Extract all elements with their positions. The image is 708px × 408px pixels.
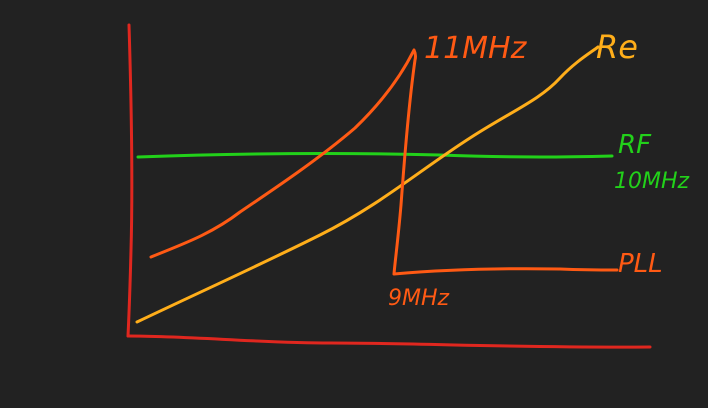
label-10mhz: 10MHz <box>614 169 690 194</box>
label-rf: RF <box>618 130 652 160</box>
label-9mhz: 9MHz <box>388 286 450 311</box>
label-pll: PLL <box>618 249 663 279</box>
label-re: Re <box>596 28 638 66</box>
re-curve <box>135 45 600 324</box>
pll-curve <box>149 48 619 276</box>
y-axis <box>126 23 134 338</box>
rf-reference-line <box>136 152 614 159</box>
x-axis <box>126 334 652 349</box>
label-11mhz: 11MHz <box>424 31 528 66</box>
